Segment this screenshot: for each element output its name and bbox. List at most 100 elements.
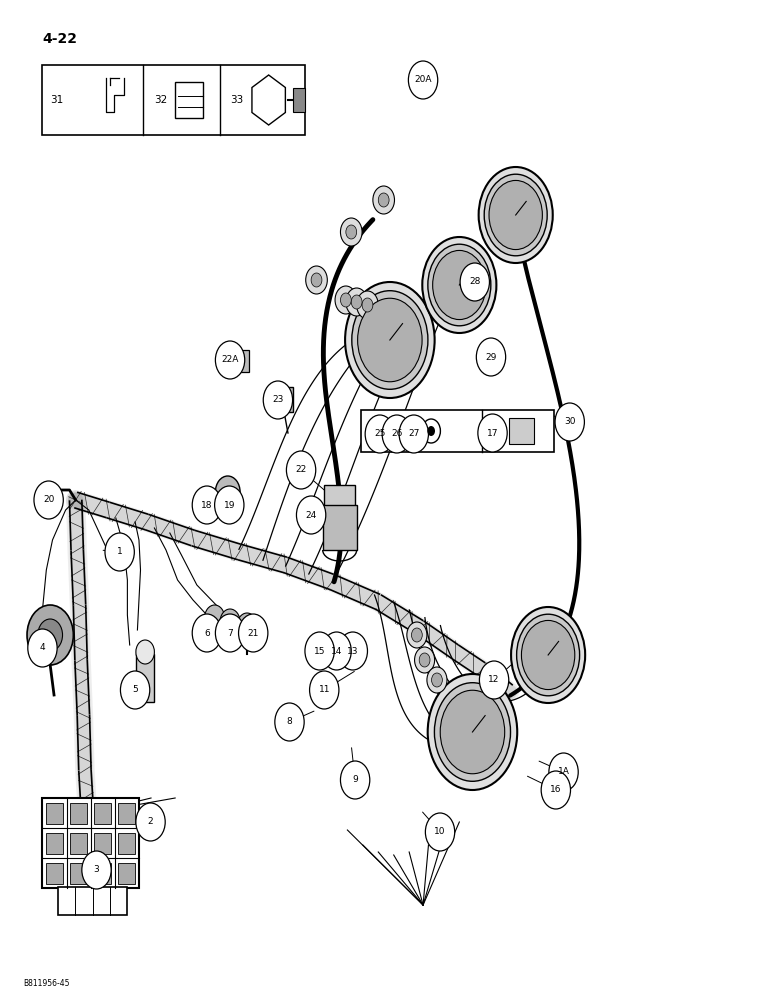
Circle shape [549, 753, 578, 791]
Circle shape [428, 244, 491, 326]
Text: 25 26 27: 25 26 27 [369, 426, 413, 436]
Bar [293, 88, 305, 112]
Bar [136, 654, 154, 702]
Circle shape [422, 237, 496, 333]
Circle shape [511, 607, 585, 703]
Bar [46, 862, 63, 884]
Text: 8: 8 [286, 718, 293, 726]
Text: 9: 9 [352, 776, 358, 784]
Bar [94, 832, 111, 853]
Circle shape [541, 771, 571, 809]
Circle shape [373, 186, 394, 214]
Text: 26: 26 [391, 430, 402, 438]
Circle shape [136, 640, 154, 664]
Circle shape [34, 481, 63, 519]
Circle shape [345, 282, 435, 398]
Circle shape [311, 273, 322, 287]
Text: 22: 22 [296, 466, 306, 475]
Text: 13: 13 [347, 647, 358, 656]
Bar [94, 862, 111, 884]
Text: 15: 15 [314, 647, 325, 656]
Circle shape [205, 605, 225, 631]
Circle shape [352, 291, 428, 389]
Text: 32: 32 [154, 95, 168, 105]
Circle shape [340, 293, 351, 307]
Bar [94, 802, 111, 824]
Circle shape [120, 671, 150, 709]
Text: 27: 27 [408, 430, 419, 438]
Bar [323, 505, 357, 550]
Text: 14: 14 [331, 647, 342, 656]
Circle shape [357, 298, 422, 382]
Circle shape [476, 338, 506, 376]
Text: 16: 16 [550, 786, 561, 794]
Circle shape [479, 661, 509, 699]
Text: 30: 30 [564, 418, 575, 426]
Text: 5: 5 [132, 686, 138, 694]
Circle shape [340, 218, 362, 246]
Circle shape [516, 614, 580, 696]
Bar [58, 887, 127, 915]
Circle shape [399, 415, 428, 453]
Circle shape [346, 225, 357, 239]
Circle shape [378, 193, 389, 207]
Circle shape [479, 167, 553, 263]
Circle shape [82, 851, 111, 889]
Circle shape [365, 415, 394, 453]
Text: 12: 12 [489, 676, 499, 684]
Circle shape [362, 298, 373, 312]
Text: 1A: 1A [557, 768, 570, 776]
Circle shape [428, 674, 517, 790]
Circle shape [310, 671, 339, 709]
Text: 1: 1 [117, 548, 123, 556]
Circle shape [192, 486, 222, 524]
Circle shape [408, 61, 438, 99]
Circle shape [484, 174, 547, 256]
Text: 33: 33 [230, 95, 243, 105]
Bar [70, 832, 87, 853]
Text: 22A: 22A [222, 356, 239, 364]
Text: B811956-45: B811956-45 [23, 979, 69, 988]
Text: 4: 4 [39, 644, 46, 652]
Circle shape [275, 703, 304, 741]
Circle shape [478, 414, 507, 452]
Bar [510, 418, 534, 444]
Bar [324, 485, 355, 507]
Circle shape [286, 451, 316, 489]
Bar [232, 350, 249, 372]
Text: 23: 23 [273, 395, 283, 404]
Circle shape [215, 341, 245, 379]
Circle shape [357, 291, 378, 319]
Text: 11: 11 [319, 686, 330, 694]
Circle shape [27, 605, 73, 665]
Circle shape [28, 629, 57, 667]
Bar [42, 65, 305, 135]
Text: 10: 10 [435, 828, 445, 836]
Circle shape [305, 632, 334, 670]
Text: 4-22: 4-22 [42, 32, 77, 46]
Circle shape [192, 614, 222, 652]
Circle shape [351, 295, 362, 309]
Circle shape [432, 673, 442, 687]
Circle shape [419, 653, 430, 667]
Bar [175, 82, 203, 118]
Circle shape [425, 813, 455, 851]
Circle shape [237, 613, 257, 639]
Bar [46, 832, 63, 853]
Text: 20: 20 [43, 495, 54, 504]
Text: 31: 31 [50, 95, 63, 105]
Text: 21: 21 [248, 629, 259, 638]
Circle shape [105, 533, 134, 571]
Circle shape [239, 614, 268, 652]
Text: 2: 2 [147, 818, 154, 826]
Bar [70, 802, 87, 824]
Bar [118, 832, 135, 853]
Circle shape [340, 761, 370, 799]
Circle shape [555, 403, 584, 441]
Text: 20A: 20A [415, 76, 432, 85]
Circle shape [38, 619, 63, 651]
Text: 3: 3 [93, 865, 100, 874]
Circle shape [460, 263, 489, 301]
Circle shape [335, 286, 357, 314]
Text: 6: 6 [204, 629, 210, 638]
